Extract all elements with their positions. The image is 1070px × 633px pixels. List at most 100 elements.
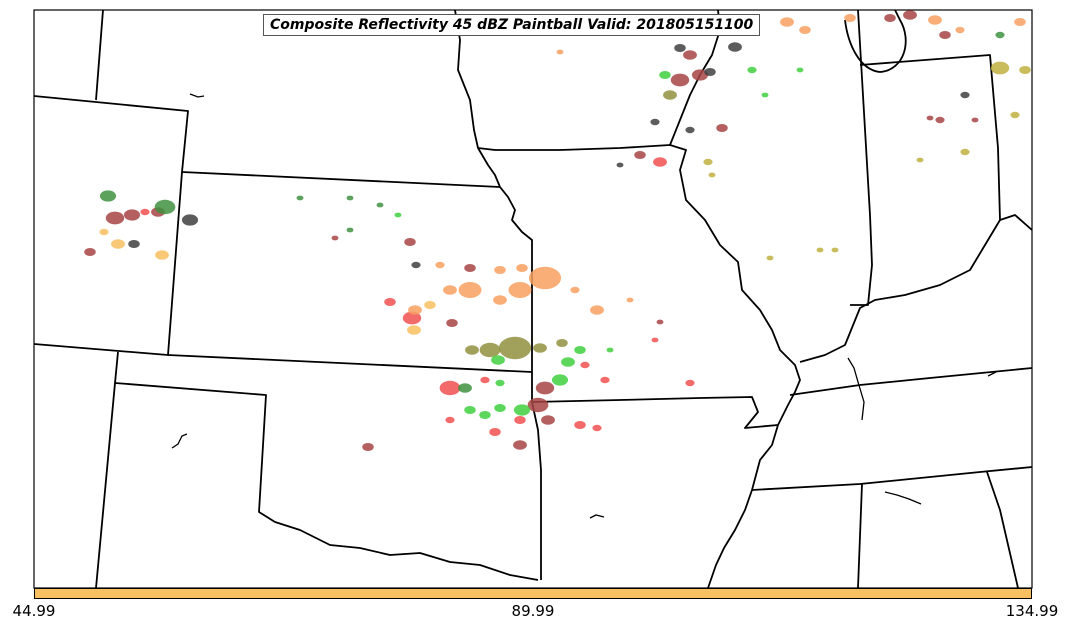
reflectivity-blob	[955, 26, 965, 34]
map-frame	[33, 9, 1033, 589]
reflectivity-blob	[424, 301, 436, 309]
reflectivity-blob	[479, 342, 501, 358]
reflectivity-blob	[495, 379, 505, 387]
reflectivity-blob	[939, 31, 951, 39]
reflectivity-blob	[574, 421, 586, 429]
reflectivity-blob	[1014, 18, 1026, 26]
reflectivity-blob	[181, 214, 199, 226]
reflectivity-blob	[480, 376, 490, 384]
reflectivity-blob	[916, 157, 924, 163]
reflectivity-blob	[816, 247, 824, 253]
reflectivity-blob	[445, 416, 455, 424]
reflectivity-blob	[479, 411, 491, 419]
reflectivity-blob	[683, 50, 697, 60]
reflectivity-blob	[346, 195, 354, 201]
reflectivity-blob	[799, 26, 811, 34]
reflectivity-blob	[443, 285, 457, 295]
reflectivity-blob	[516, 264, 528, 272]
reflectivity-blob	[971, 117, 979, 123]
reflectivity-blob	[580, 361, 590, 369]
map-title: Composite Reflectivity 45 dBZ Paintball …	[263, 14, 761, 36]
reflectivity-blob	[590, 305, 604, 315]
reflectivity-blob	[796, 67, 804, 73]
reflectivity-blob	[128, 240, 140, 248]
reflectivity-blob	[960, 91, 970, 99]
reflectivity-blob	[99, 228, 109, 236]
reflectivity-blob	[703, 158, 713, 166]
reflectivity-blob	[508, 282, 532, 298]
reflectivity-blob	[140, 208, 150, 216]
reflectivity-blob	[691, 69, 709, 81]
reflectivity-blob	[541, 415, 555, 425]
reflectivity-blob	[670, 73, 690, 87]
colorbar-tick-max: 134.99	[1005, 602, 1059, 620]
reflectivity-blob	[708, 172, 716, 178]
reflectivity-blob	[384, 298, 396, 306]
reflectivity-blob	[570, 286, 580, 294]
reflectivity-blob	[446, 319, 458, 327]
reflectivity-blob	[995, 31, 1005, 39]
reflectivity-blob	[831, 247, 839, 253]
reflectivity-blob	[404, 238, 416, 246]
reflectivity-blob	[592, 424, 602, 432]
reflectivity-blob	[489, 428, 501, 436]
reflectivity-blob	[464, 406, 476, 414]
reflectivity-blob	[716, 124, 728, 132]
reflectivity-blob	[99, 190, 117, 202]
reflectivity-blob	[376, 202, 384, 208]
reflectivity-blob	[960, 148, 970, 156]
reflectivity-blob	[600, 376, 610, 384]
reflectivity-blob	[634, 151, 646, 159]
colorbar	[34, 588, 1032, 599]
reflectivity-blob	[659, 71, 671, 79]
reflectivity-blob	[928, 15, 942, 25]
reflectivity-blob	[1019, 66, 1031, 74]
reflectivity-blob	[494, 266, 506, 274]
reflectivity-blob	[111, 239, 125, 249]
reflectivity-blob	[402, 311, 422, 325]
reflectivity-blob	[656, 319, 664, 325]
reflectivity-blob	[514, 416, 526, 424]
reflectivity-blob	[653, 157, 667, 167]
reflectivity-blob	[674, 44, 686, 52]
reflectivity-blob	[535, 381, 555, 395]
reflectivity-blob	[561, 357, 575, 367]
reflectivity-blob	[651, 337, 659, 343]
reflectivity-blob	[513, 440, 527, 450]
reflectivity-blob	[154, 199, 176, 215]
reflectivity-blob	[498, 336, 532, 360]
reflectivity-blob	[1010, 111, 1020, 119]
reflectivity-blob	[439, 380, 461, 396]
reflectivity-blob	[728, 42, 742, 52]
reflectivity-blob	[464, 264, 476, 272]
reflectivity-blob	[663, 90, 677, 100]
reflectivity-blob	[747, 66, 757, 74]
reflectivity-blob	[458, 282, 482, 298]
reflectivity-blob	[346, 227, 354, 233]
reflectivity-blob	[884, 14, 896, 22]
reflectivity-blob	[528, 266, 562, 290]
reflectivity-blob	[626, 297, 634, 303]
reflectivity-blob	[685, 379, 695, 387]
colorbar-tick-min: 44.99	[12, 602, 56, 620]
reflectivity-blob	[616, 162, 624, 168]
reflectivity-blob	[551, 374, 569, 386]
reflectivity-blob	[155, 250, 169, 260]
reflectivity-blob	[362, 443, 374, 451]
reflectivity-blob	[574, 346, 586, 354]
reflectivity-blob	[903, 10, 917, 20]
reflectivity-blob	[650, 118, 660, 126]
reflectivity-blob	[990, 61, 1010, 75]
reflectivity-blobs	[84, 10, 1031, 451]
reflectivity-blob	[407, 325, 421, 335]
reflectivity-blob	[556, 49, 564, 55]
reflectivity-blob	[780, 17, 794, 27]
colorbar-tick-mid: 89.99	[511, 602, 555, 620]
reflectivity-blob	[935, 116, 945, 124]
reflectivity-blob	[123, 209, 141, 221]
reflectivity-blob	[556, 339, 568, 347]
reflectivity-blob	[527, 397, 549, 413]
reflectivity-blob	[704, 68, 716, 76]
reflectivity-blob	[533, 343, 547, 353]
reflectivity-blob	[411, 261, 421, 269]
